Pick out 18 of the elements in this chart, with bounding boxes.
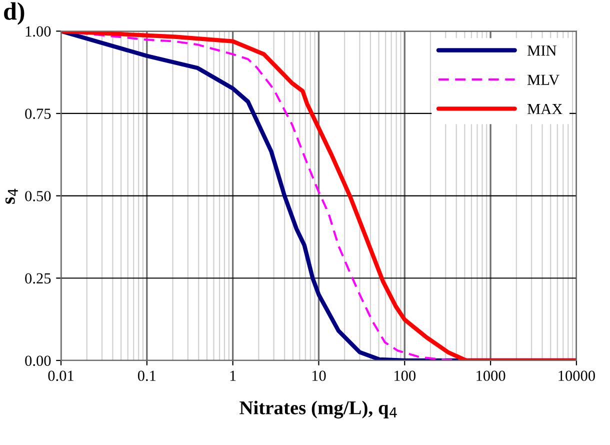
x-tick-label: 1000 [476, 370, 506, 381]
x-tick-label: 1 [230, 370, 236, 381]
x-tick-label: 10000 [558, 370, 595, 381]
x-tick-label: 0.01 [48, 370, 74, 381]
y-tick-label: 0.75 [25, 108, 51, 119]
x-tick-label: 100 [394, 370, 416, 381]
y-tick-label: 0.00 [25, 356, 51, 366]
legend-label: MLV [527, 74, 560, 86]
x-axis-title: Nitrates (mg/L), q$_{4}$ [240, 400, 397, 418]
x-tick-label: 0.1 [138, 370, 156, 381]
y-tick-label: 0.50 [25, 190, 51, 202]
text: d) [4, 2, 24, 25]
legend-label: MIN [527, 46, 556, 56]
y-tick-label: 0.25 [25, 273, 51, 284]
y-tick-label: 1.00 [26, 26, 51, 37]
x-tick-label: 10 [312, 370, 326, 381]
legend-label: MAX [527, 104, 562, 114]
y-axis-title: s$_{4}$ [6, 188, 18, 204]
